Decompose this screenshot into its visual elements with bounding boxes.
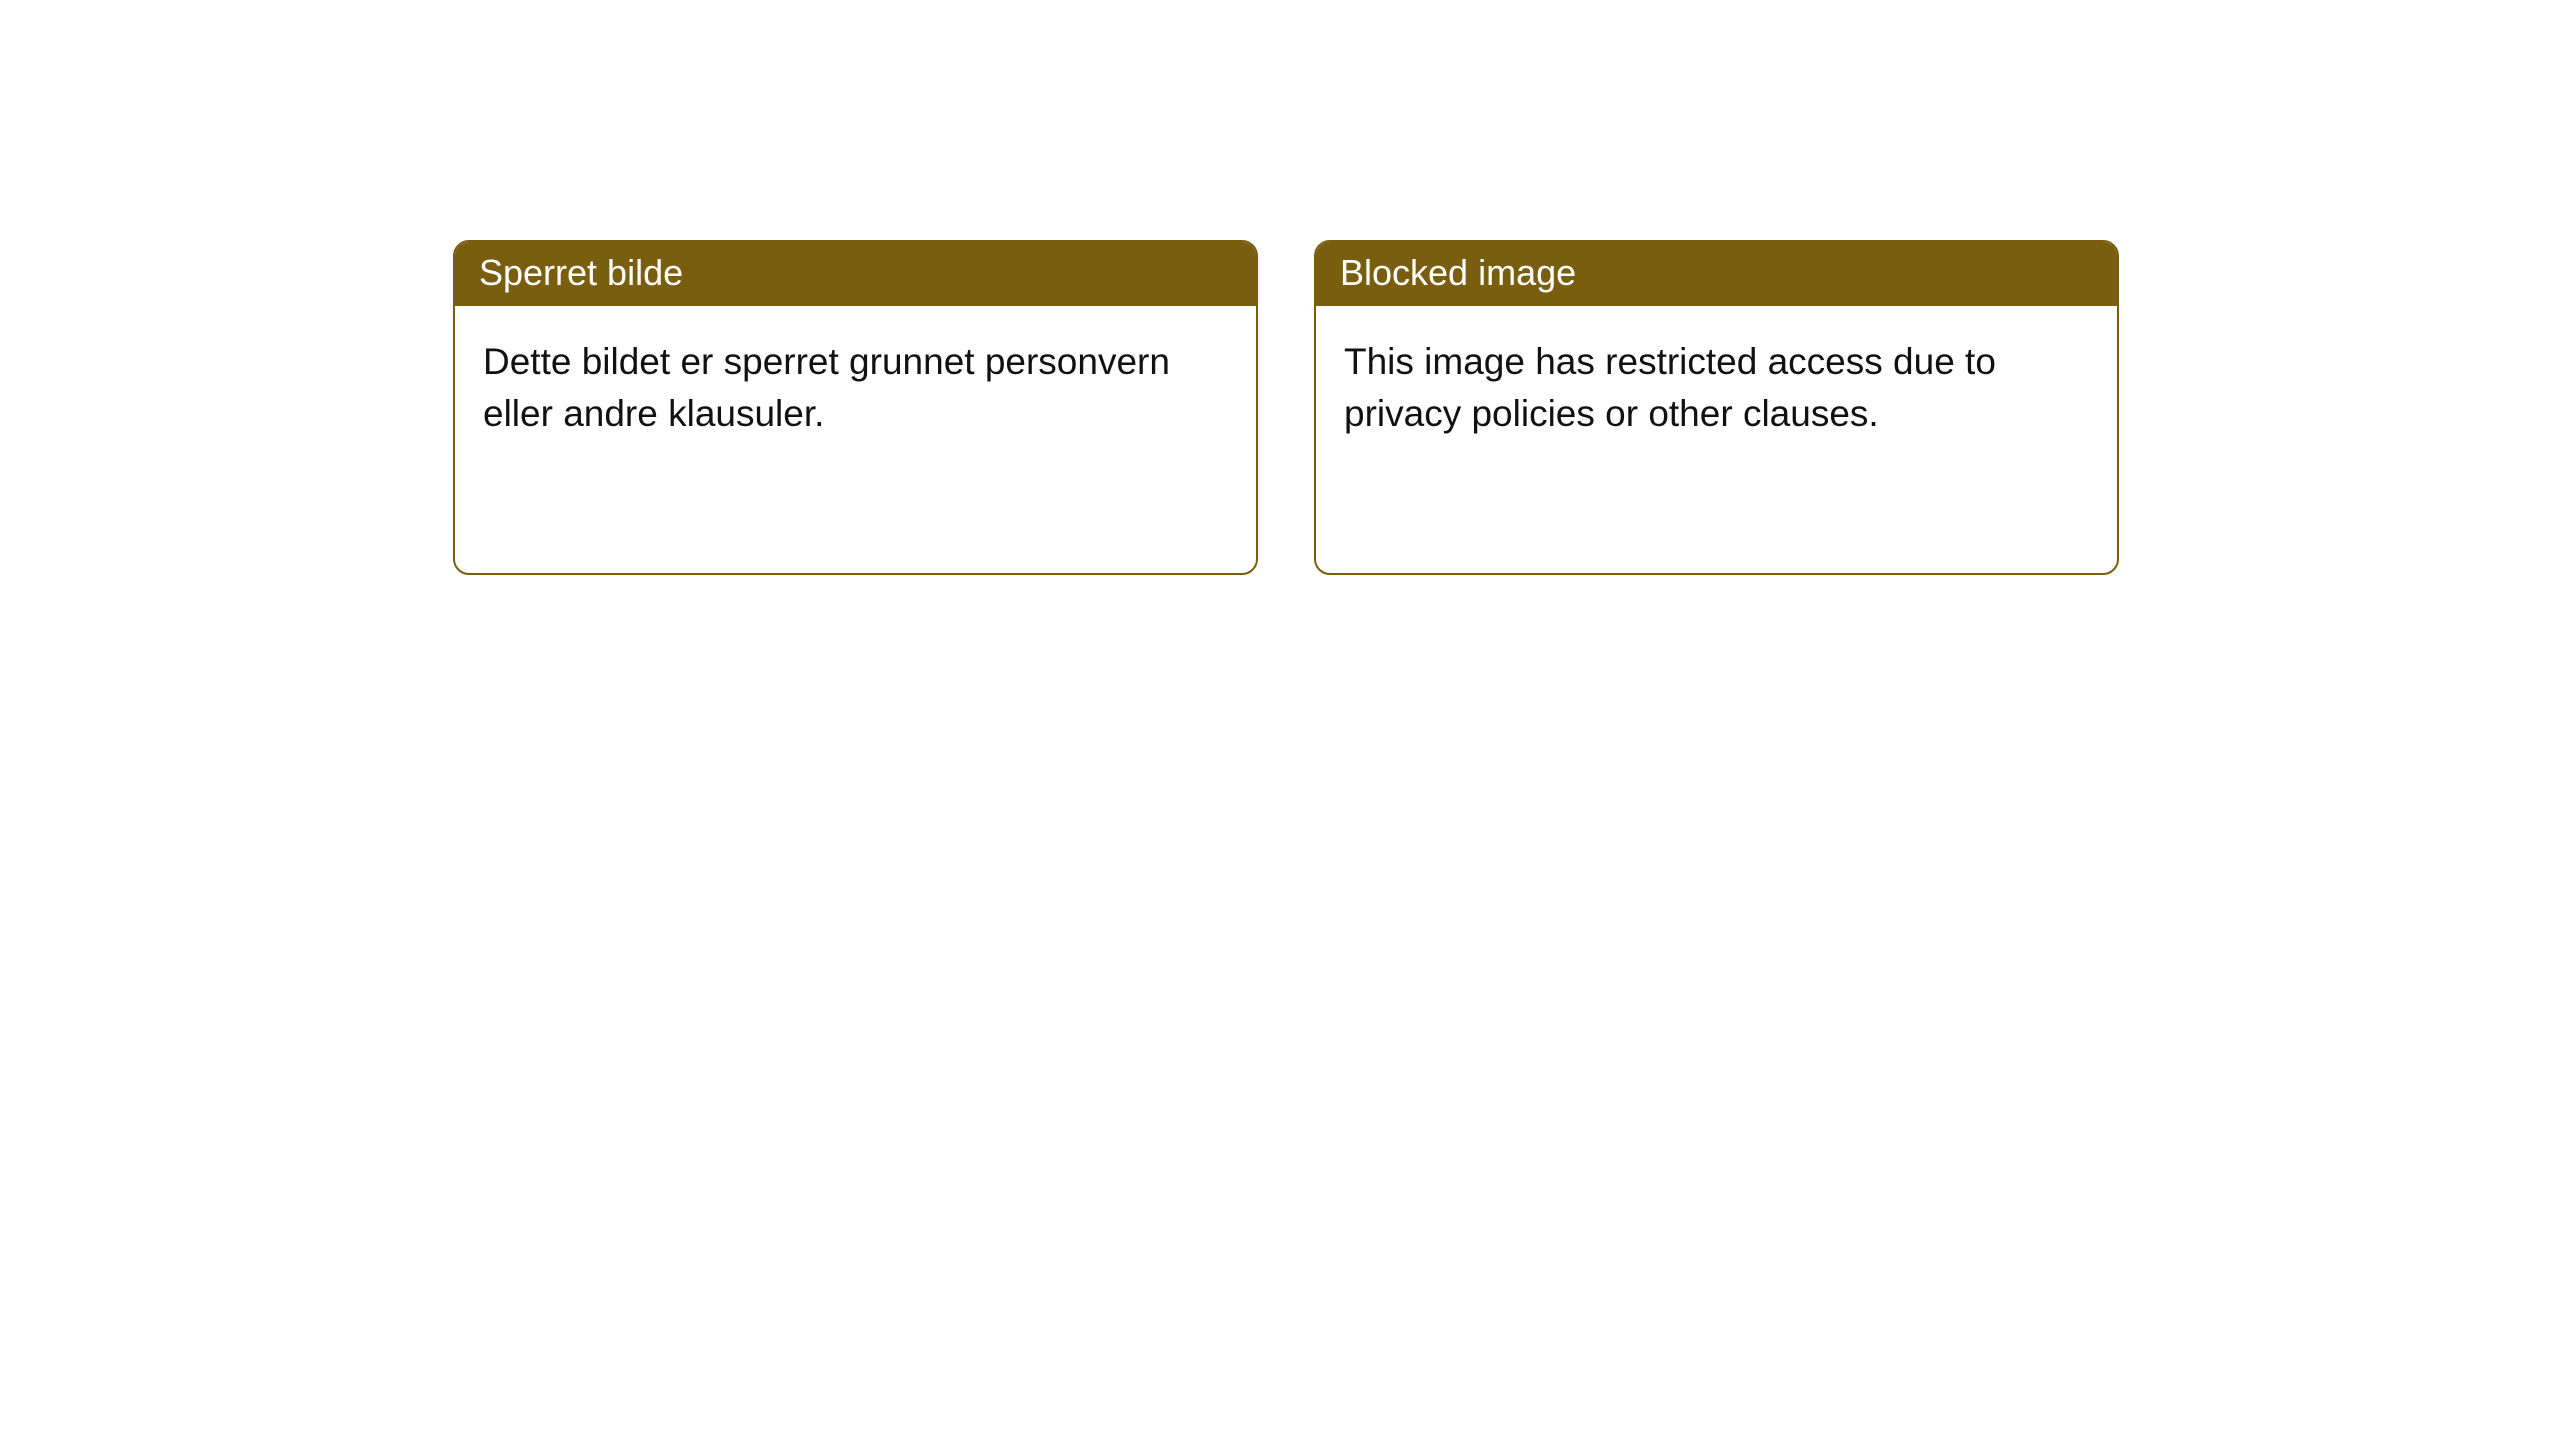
notice-card-body: Dette bildet er sperret grunnet personve… [455, 306, 1256, 470]
notice-card-title: Blocked image [1316, 242, 2117, 306]
notice-card-title: Sperret bilde [455, 242, 1256, 306]
notice-card-english: Blocked image This image has restricted … [1314, 240, 2119, 575]
notice-card-norwegian: Sperret bilde Dette bildet er sperret gr… [453, 240, 1258, 575]
notice-cards-container: Sperret bilde Dette bildet er sperret gr… [453, 240, 2119, 575]
notice-card-body: This image has restricted access due to … [1316, 306, 2117, 470]
